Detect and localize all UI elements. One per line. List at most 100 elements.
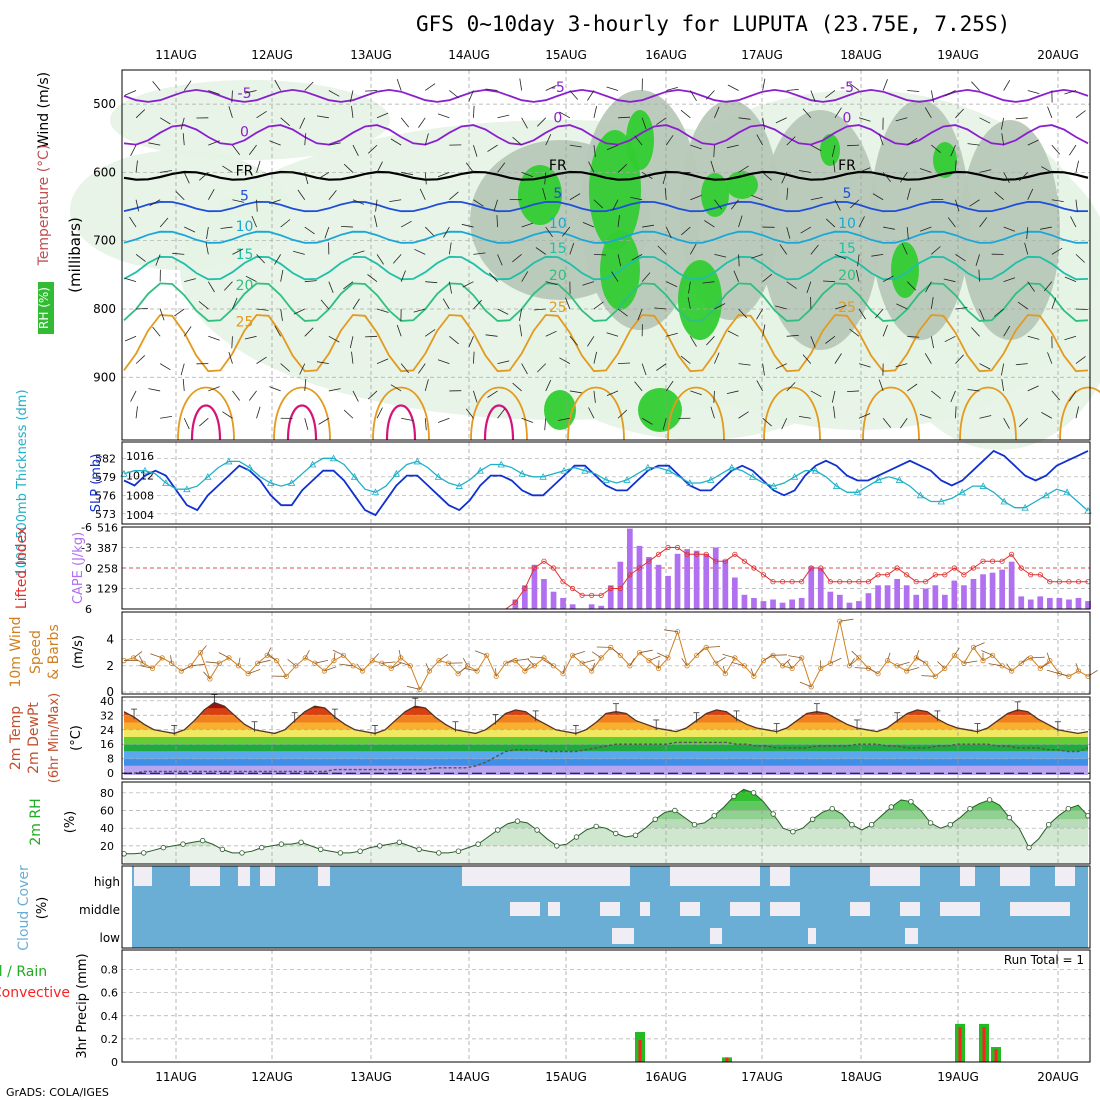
wind-barb <box>400 117 410 128</box>
temp-tick-label: 8 <box>107 753 114 766</box>
wind-barb <box>376 358 389 364</box>
wind-barb <box>834 353 842 364</box>
precip-frame <box>121 949 1091 1063</box>
cape-bar <box>636 545 643 609</box>
li-marker <box>569 585 576 592</box>
wind-barb <box>545 379 552 392</box>
wind-barb <box>376 254 384 265</box>
wind-barb <box>665 380 674 392</box>
wind-barb <box>352 250 365 255</box>
wind-barb <box>947 217 956 228</box>
wind-speed-marker <box>923 660 929 666</box>
cape-bar <box>1018 596 1025 609</box>
wind-barb-10m <box>658 660 660 669</box>
top-day-label: 17AUG <box>741 48 783 62</box>
wind-barb-10m <box>381 661 396 664</box>
wind-barb <box>690 243 697 255</box>
wind-barb <box>681 226 691 236</box>
wind-barb <box>280 219 291 228</box>
wind-barb <box>224 281 233 291</box>
wind-barb <box>206 226 209 239</box>
wind-barb <box>611 271 619 282</box>
wind-barb <box>975 254 980 266</box>
rh-marker <box>809 816 816 822</box>
wind-barb <box>293 250 305 255</box>
rh-tick-label: 40 <box>100 822 114 835</box>
cape-bar <box>875 585 881 609</box>
wind-speed-marker <box>722 671 728 677</box>
temp-color-band <box>124 758 1088 766</box>
wind-barb <box>587 90 595 101</box>
rh-marker <box>613 830 619 837</box>
bottom-day-label: 19AUG <box>937 1070 979 1084</box>
cloud-mid-clear <box>1010 902 1070 916</box>
wind-tick-label: 2 <box>106 659 114 673</box>
wind-barb <box>256 308 269 311</box>
chart-title: GFS 0~10day 3-hourly for LUPUTA (23.75E,… <box>416 12 1010 36</box>
temperature-loop-orange <box>372 386 430 441</box>
bottom-day-label: 20AUG <box>1037 1070 1079 1084</box>
wind-barb <box>871 253 884 257</box>
top-day-label: 12AUG <box>251 48 293 62</box>
wind-speed-marker <box>207 676 213 682</box>
wind-barb-10m <box>799 681 812 688</box>
wind-barb <box>1047 106 1053 118</box>
cape-bar <box>884 585 891 609</box>
rh-marker <box>455 848 462 854</box>
wind-speed-marker <box>140 660 146 666</box>
rh-marker <box>691 822 698 828</box>
wind-barb <box>882 79 888 91</box>
wind-barb <box>637 308 643 321</box>
cloud-axis-label: Cloud Cover <box>16 865 32 951</box>
thickness-marker <box>979 482 987 489</box>
thickness-marker <box>560 466 568 474</box>
cape-bar <box>741 594 748 609</box>
thickness-marker <box>267 479 275 486</box>
wind-barb <box>882 417 892 428</box>
temperature-contour-label: 0 <box>240 124 249 140</box>
wind-speed-marker <box>884 657 891 664</box>
li-marker <box>617 585 623 592</box>
wind-barb <box>448 281 452 294</box>
thickness-marker <box>707 476 715 483</box>
li-marker <box>846 579 853 585</box>
wind-barb <box>825 218 836 228</box>
wind10-axis-label-3: & Barbs <box>46 624 62 680</box>
wind-barb <box>124 90 137 96</box>
wind-barb <box>343 281 354 290</box>
rh-marker <box>829 806 835 812</box>
wind-speed-marker <box>1008 668 1015 674</box>
wind-barb <box>280 117 290 127</box>
wind-barb <box>882 172 892 182</box>
wind-barb <box>762 363 765 376</box>
rh-marker <box>337 850 344 856</box>
cloud-high-clear <box>960 866 975 886</box>
wind-barb <box>172 252 185 255</box>
wind-barb <box>232 390 241 401</box>
rh-marker <box>199 837 206 844</box>
wind-barb <box>521 117 528 129</box>
wind-barb <box>617 308 628 317</box>
li-marker <box>789 579 795 585</box>
wind-barb <box>618 116 631 119</box>
wind-barb <box>656 117 667 126</box>
cape-bar <box>913 594 920 609</box>
wind-speed-marker <box>751 673 757 679</box>
cape-bar <box>808 566 815 609</box>
temperature-loop-orange <box>763 386 821 441</box>
wind-barb-10m <box>527 658 535 667</box>
wind-barb <box>465 162 474 173</box>
wind-barb <box>1003 325 1011 337</box>
wind-barb <box>882 275 894 283</box>
temp-axis-label-3: (6hr Min/Max) <box>47 693 62 783</box>
wind-barb <box>318 417 330 425</box>
wind-barb <box>462 281 474 288</box>
wind-barb <box>762 172 772 181</box>
rh-marker <box>416 846 422 853</box>
rh-marker <box>967 806 973 812</box>
wind-barb <box>248 144 257 155</box>
top-day-label: 20AUG <box>1037 48 1079 62</box>
wind-speed-marker <box>531 663 538 669</box>
bottom-day-label: 11AUG <box>155 1070 197 1084</box>
temp-tick-label: 24 <box>100 724 114 737</box>
